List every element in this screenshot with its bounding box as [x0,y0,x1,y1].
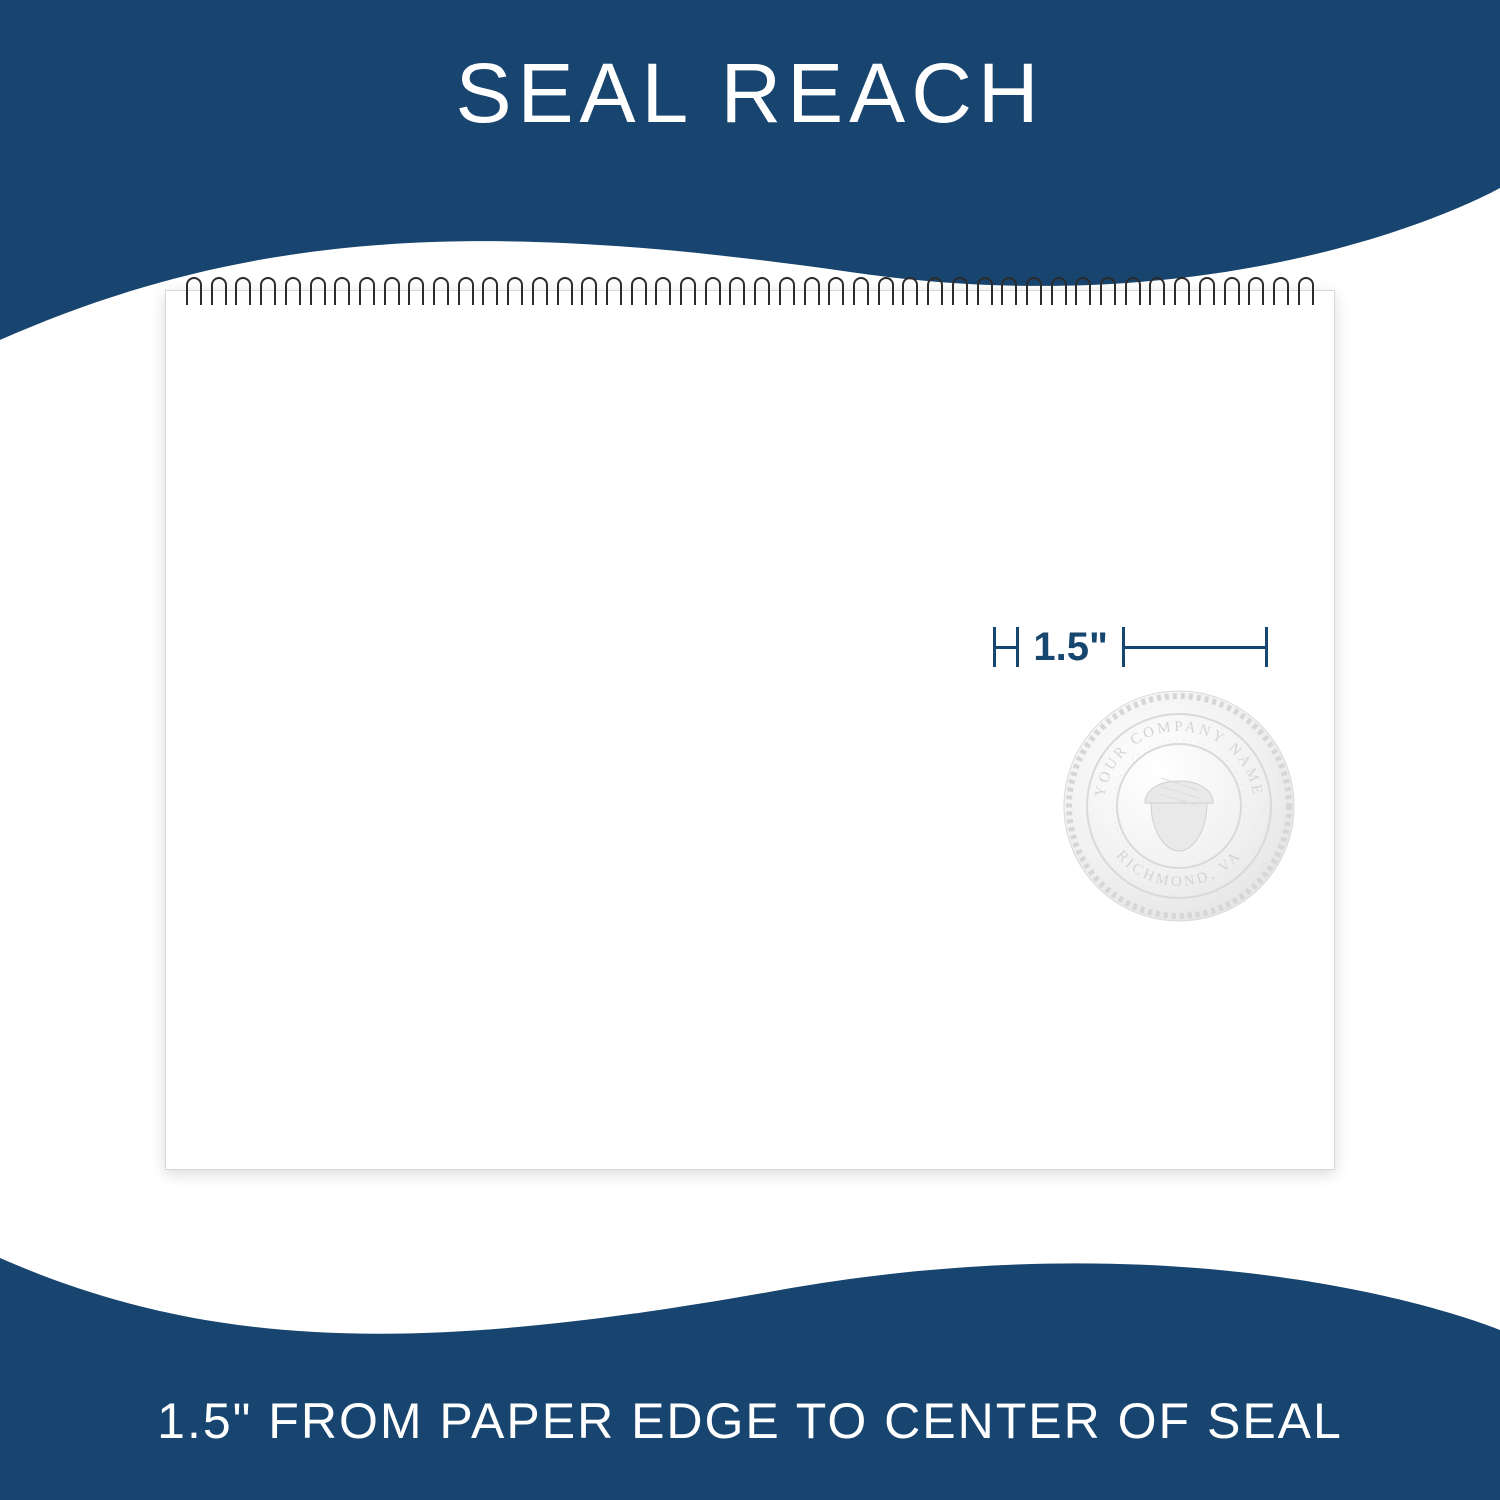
measurement-label: 1.5" [1033,625,1108,670]
embossed-seal: YOUR COMPANY NAME RICHMOND, VA [1059,686,1299,926]
page-title: SEAL REACH [0,45,1500,142]
measure-bracket-right [1122,627,1268,667]
measurement-indicator: 1.5" [993,627,1268,667]
measure-bracket-left [993,627,1019,667]
spiral-binding [186,277,1314,309]
hero-swoosh-bottom [0,1240,1500,1500]
caption-text: 1.5" FROM PAPER EDGE TO CENTER OF SEAL [0,1392,1500,1450]
notebook-paper: 1.5" YOUR COMPANY NAME [165,290,1335,1170]
